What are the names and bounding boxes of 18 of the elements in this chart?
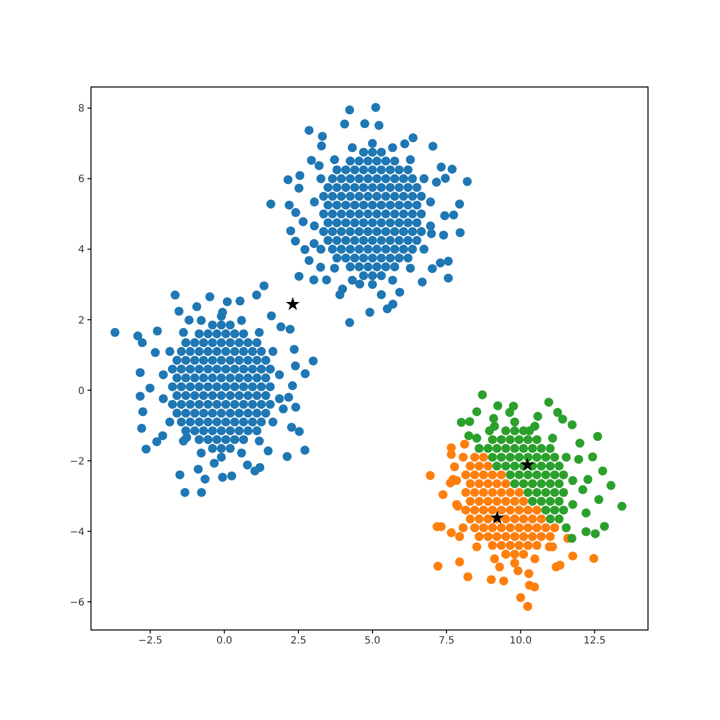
y-tick-label: −4 [70,526,84,538]
y-tick-label: 0 [78,386,84,397]
x-tick-label: 12.5 [584,636,606,647]
x-tick-label: 10.0 [509,636,532,647]
point [520,458,534,471]
x-tick-label: 7.5 [438,636,454,647]
y-tick-label: 2 [78,315,84,326]
x-tick-label: −2.5 [138,636,162,647]
x-tick-label: 0.0 [216,636,232,647]
y-tick-label: −2 [70,456,84,468]
y-tick-label: 4 [78,244,84,256]
point [286,296,300,310]
point [490,510,504,524]
y-tick-label: 8 [78,104,84,115]
x-tick-label: 5.0 [364,636,380,647]
y-tick-label: −6 [70,597,84,608]
y-tick-label: 6 [78,174,84,186]
x-tick-label: 2.5 [290,636,306,647]
